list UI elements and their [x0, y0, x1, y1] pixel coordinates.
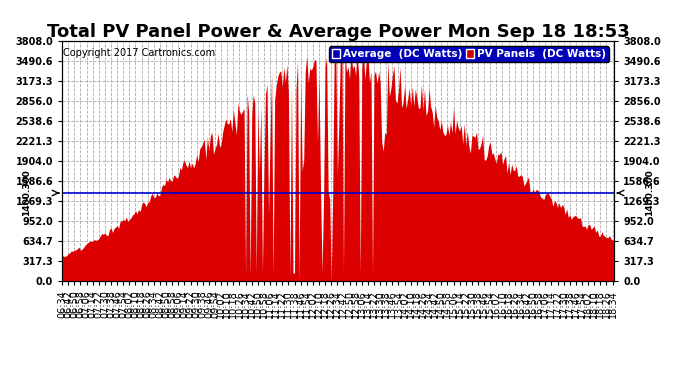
Text: Copyright 2017 Cartronics.com: Copyright 2017 Cartronics.com	[63, 48, 215, 58]
Text: 1400.300: 1400.300	[645, 170, 655, 216]
Text: 1400.300: 1400.300	[21, 170, 31, 216]
Legend: Average  (DC Watts), PV Panels  (DC Watts): Average (DC Watts), PV Panels (DC Watts)	[329, 46, 609, 62]
Title: Total PV Panel Power & Average Power Mon Sep 18 18:53: Total PV Panel Power & Average Power Mon…	[47, 23, 629, 41]
